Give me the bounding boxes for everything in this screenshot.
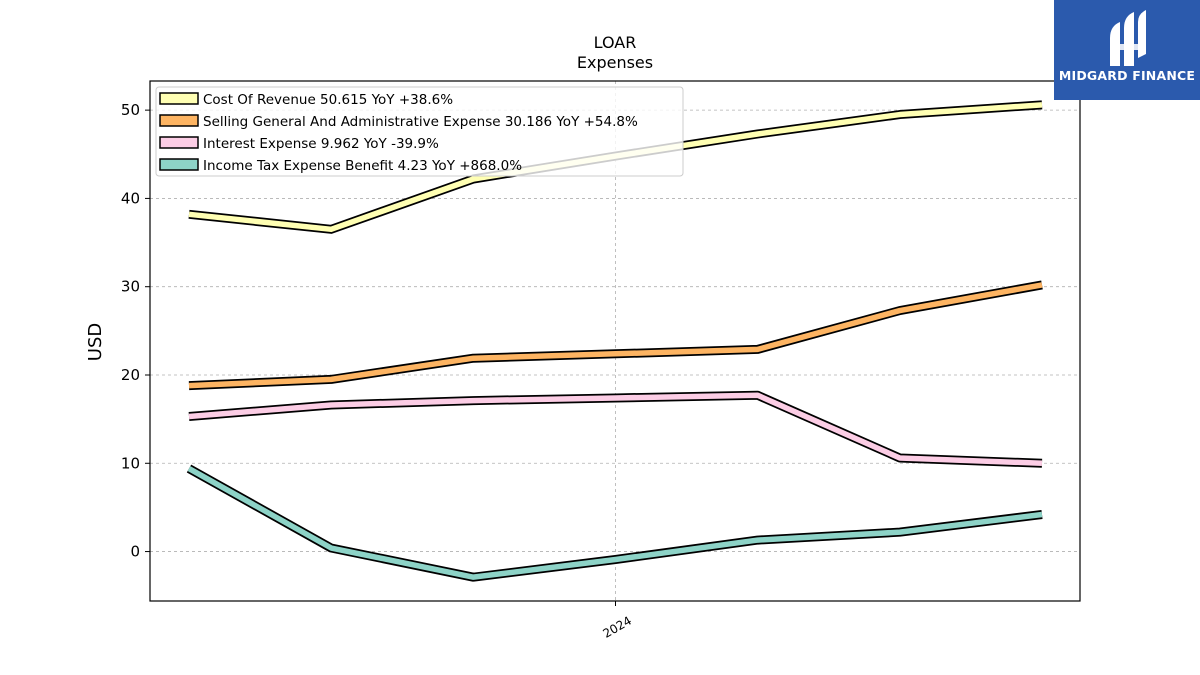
legend-label-0: Cost Of Revenue 50.615 YoY +38.6% bbox=[203, 92, 453, 108]
legend-box bbox=[155, 86, 684, 177]
y-tick-label: 30 bbox=[121, 278, 140, 296]
chart-subtitle: Expenses bbox=[577, 53, 653, 72]
series-line-3 bbox=[187, 466, 1043, 580]
logo-text: MIDGARD FINANCE bbox=[1058, 68, 1196, 83]
y-axis-label: USD bbox=[85, 323, 106, 361]
y-tick-label: 20 bbox=[121, 366, 140, 384]
legend-label-2: Interest Expense 9.962 YoY -39.9% bbox=[203, 136, 439, 152]
series-line-2 bbox=[188, 392, 1043, 467]
midgard-finance-logo: MIDGARD FINANCE bbox=[1054, 0, 1200, 100]
legend-swatch-3 bbox=[159, 158, 199, 171]
y-tick-label: 0 bbox=[130, 543, 140, 561]
legend-label-1: Selling General And Administrative Expen… bbox=[203, 114, 638, 130]
legend-swatch-2 bbox=[159, 136, 199, 149]
legend-swatch-0 bbox=[159, 92, 199, 105]
x-tick-label: 2024 bbox=[601, 613, 634, 640]
legend-swatch-1 bbox=[159, 114, 199, 127]
y-tick-label: 40 bbox=[121, 189, 140, 207]
y-tick-label: 10 bbox=[121, 454, 140, 472]
series-line-1 bbox=[188, 282, 1043, 389]
chart-title: LOAR bbox=[594, 33, 637, 52]
logo-mark-icon bbox=[1110, 10, 1146, 66]
legend-label-3: Income Tax Expense Benefit 4.23 YoY +868… bbox=[203, 158, 522, 174]
legend: Cost Of Revenue 50.615 YoY +38.6% Selling… bbox=[155, 86, 684, 177]
y-tick-label: 50 bbox=[121, 101, 140, 119]
